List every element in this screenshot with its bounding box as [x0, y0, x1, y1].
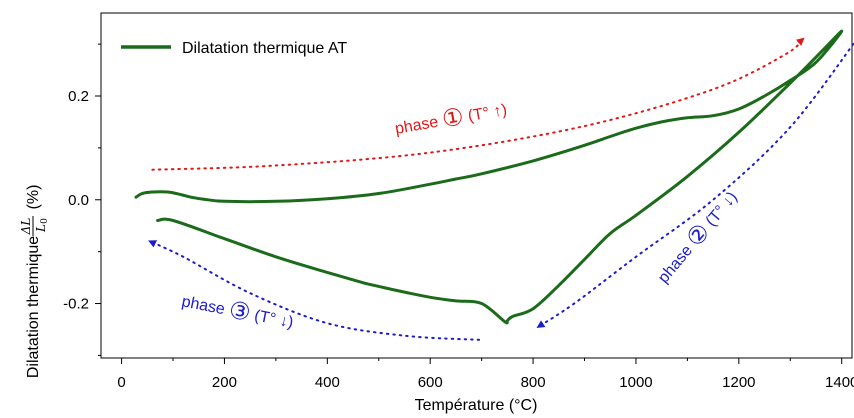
legend-label: Dilatation thermique AT: [182, 40, 347, 57]
phase2-label-word: phase: [655, 239, 699, 287]
x-tick-label: 200: [212, 374, 237, 391]
phase2-arrow: [536, 41, 854, 328]
phase-annotations: phase ① (T° ↑)phase ② (T° ↓)phase ③ (T° …: [148, 37, 854, 341]
phase1-label-word: phase: [394, 113, 444, 138]
phase1-label-number: ①: [440, 102, 466, 133]
plot-frame: [100, 12, 853, 359]
y-axis-title-frac-den: L: [34, 224, 48, 233]
y-tick-label: -0.2: [63, 296, 89, 313]
phase3-label-word: phase: [180, 293, 230, 319]
phase1-label-direction: (T° ↑): [462, 102, 508, 126]
phase2-label-direction: (T° ↓): [700, 189, 741, 233]
phase3-arrow: [148, 240, 481, 341]
series-line-dilatation-at: [134, 29, 844, 325]
x-tick-label: 1000: [619, 374, 652, 391]
phase3-label-number: ③: [227, 296, 253, 328]
x-tick-label: 400: [315, 374, 340, 391]
x-tick-label: 1400: [825, 374, 854, 391]
x-tick-label: 600: [418, 374, 443, 391]
x-tick-label: 800: [521, 374, 546, 391]
y-axis-title-suffix: (%): [25, 185, 42, 210]
y-axis-title-frac-den-sub: 0: [40, 218, 50, 224]
legend: Dilatation thermique AT: [121, 40, 347, 57]
x-tick-label: 0: [117, 374, 125, 391]
y-axis-title-frac-num: ΔL: [19, 218, 33, 236]
x-axis-ticks: 0 200 400 600 800 1000 1200 1400: [117, 358, 854, 391]
y-axis-title: Dilatation thermique ΔL L 0 (%): [19, 185, 50, 379]
phase1-label: phase ① (T° ↑): [393, 95, 509, 142]
x-axis-title: Température (°C): [415, 397, 538, 414]
y-axis-ticks: -0.2 0.0 0.2: [63, 43, 101, 356]
y-tick-label: 0.0: [68, 192, 89, 209]
x-tick-label: 1200: [722, 374, 755, 391]
y-tick-label: 0.2: [68, 88, 89, 105]
y-axis-title-prefix: Dilatation thermique: [25, 236, 42, 378]
phase2-label: phase ② (T° ↓): [650, 184, 744, 289]
phase3-label: phase ③ (T° ↓): [179, 286, 296, 335]
phase1-arrow: [151, 37, 805, 171]
